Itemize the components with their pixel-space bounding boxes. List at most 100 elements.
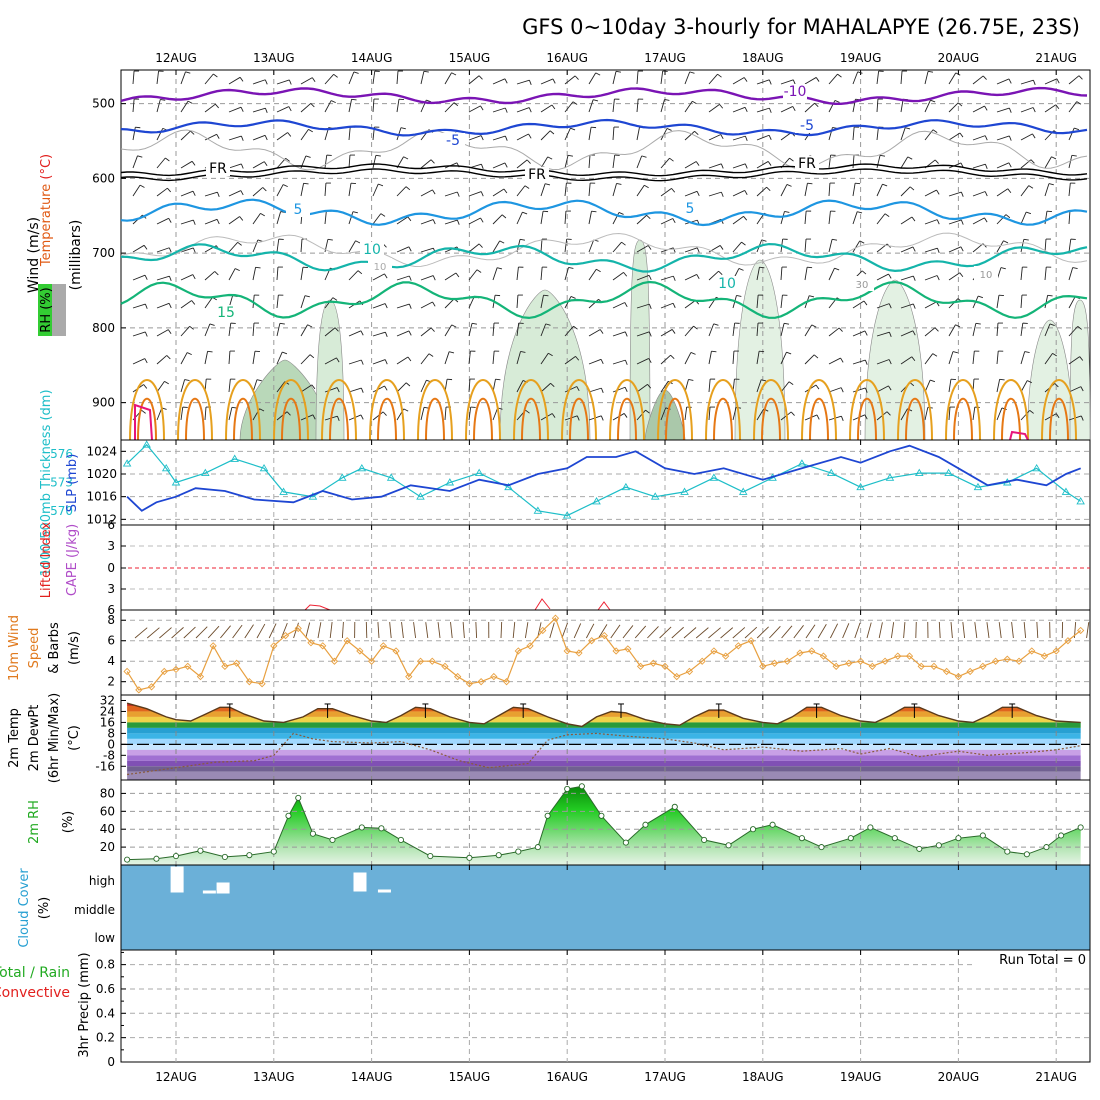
wind-speed-point	[281, 631, 290, 640]
wind-barb	[500, 621, 503, 639]
rh-point	[622, 839, 629, 846]
wind-barb	[684, 190, 698, 197]
date-label-top: 21AUG	[1035, 51, 1077, 65]
wind-barb	[276, 295, 279, 309]
wind-barb-flag	[207, 350, 213, 353]
wind-barb-flag	[519, 238, 526, 241]
wind-barb-flag	[1047, 294, 1053, 297]
wind-barb	[540, 211, 544, 225]
wind-barb	[324, 211, 327, 225]
wind-barb	[492, 188, 505, 197]
wind-barb-flag	[624, 302, 628, 308]
wind-label-2: Speed	[27, 628, 42, 669]
wind-barb	[468, 351, 471, 365]
wind-speed-point	[330, 657, 339, 665]
wind-barb-flag	[480, 105, 484, 111]
wind-barb	[780, 106, 793, 113]
wind-barb	[684, 325, 694, 337]
wind-speed-point	[943, 667, 951, 676]
wind-speed-point	[612, 647, 620, 655]
rh-contour	[120, 232, 1088, 268]
precip-panel: 0.8 0.6 0.4 0.2 0 Run Total = 0 Total / Rain Co…	[0, 949, 1091, 1069]
rh-point	[515, 848, 522, 855]
slp-axis-label: SLP (mb)	[65, 454, 80, 513]
wind-barb-flag	[286, 411, 291, 416]
wind-speed-point	[172, 665, 180, 674]
wind-barb-flag	[648, 303, 652, 309]
wind-barb	[204, 351, 209, 365]
wind-barb	[828, 239, 833, 253]
thickness-point	[973, 482, 983, 491]
wind-barb-flag	[432, 275, 436, 281]
wind-barb-flag	[575, 356, 580, 361]
wind-barb	[612, 272, 624, 281]
y-tick-label: 6	[107, 603, 115, 617]
wind-barb	[636, 155, 643, 169]
wind-barb-flag	[382, 411, 387, 416]
run-total: Run Total = 0	[999, 953, 1086, 968]
temp-contour-25	[857, 397, 877, 441]
wind-barb-flag	[264, 107, 268, 113]
label-part: (m/s)	[67, 631, 82, 665]
wind-barb	[732, 135, 746, 141]
rh-point	[466, 854, 473, 861]
wind-barb	[348, 330, 362, 337]
wind-barb-flag	[1008, 78, 1012, 84]
wind-barb-flag	[451, 324, 457, 328]
wind-barb-flag	[595, 72, 601, 76]
rh-shading	[315, 299, 345, 441]
thickness-point	[386, 473, 396, 481]
thickness-point	[1076, 496, 1085, 505]
wind-barb-flag	[476, 269, 482, 273]
date-label-bottom: 16AUG	[546, 1070, 588, 1084]
wind-barb	[636, 274, 650, 281]
temp-band	[127, 760, 1081, 767]
cloud-bar	[202, 890, 216, 894]
wind-speed-point	[1003, 655, 1011, 663]
wind-barb	[492, 351, 495, 365]
contour-label-bg	[715, 276, 739, 291]
wind-barb	[671, 626, 684, 639]
wind-barb	[180, 407, 184, 421]
temp-label-2: 2m DewPt	[27, 705, 42, 772]
thickness-point	[533, 506, 543, 514]
wind-barb	[468, 269, 478, 281]
wind-barb	[252, 107, 266, 113]
wind-barb	[516, 351, 521, 365]
temp-contour-20	[273, 379, 309, 441]
wind-barb	[612, 99, 615, 113]
wind-speed-point	[770, 659, 779, 667]
wind-barb	[204, 407, 207, 421]
wind-barb-flag	[864, 330, 868, 336]
wind-barb	[132, 274, 146, 281]
wind-barb-flag	[432, 219, 436, 225]
wind-barb	[876, 359, 890, 365]
precip-axis-label: 3hr Precip (mm)	[77, 952, 92, 1057]
wind-barb	[276, 106, 290, 113]
wind-barb	[756, 408, 765, 421]
wind-barb	[780, 184, 788, 197]
temp-contour-25	[425, 397, 445, 441]
temp-contour-20	[321, 379, 357, 441]
wind-speed-point	[221, 662, 229, 670]
wind-barb	[396, 186, 407, 197]
wind-barb	[180, 352, 188, 365]
wind-barb	[276, 323, 281, 337]
wind-barb	[348, 270, 359, 281]
wind-barb	[396, 246, 410, 253]
temp-contour-5	[120, 198, 1088, 227]
wind-barb	[420, 275, 434, 281]
wind-barb-flag	[1003, 240, 1009, 244]
wind-barb-flag	[570, 127, 576, 131]
wind-barb-flag	[456, 191, 460, 197]
thickness-point	[416, 492, 425, 500]
wind-barb	[516, 267, 519, 281]
rh-point	[798, 835, 805, 842]
wind-barb-flag	[552, 78, 556, 84]
wind-barb	[1068, 211, 1071, 225]
wind-barb-flag	[503, 188, 508, 194]
thickness-point	[445, 478, 455, 486]
wind-barb	[876, 155, 881, 169]
wind-barb	[444, 324, 453, 337]
wind-speed-point	[392, 647, 400, 655]
